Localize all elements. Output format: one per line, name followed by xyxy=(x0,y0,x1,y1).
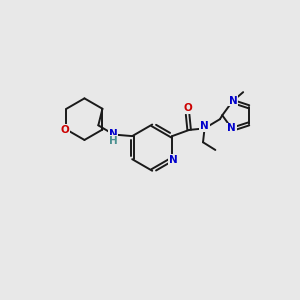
Text: N: N xyxy=(200,121,209,131)
Text: N: N xyxy=(109,129,117,139)
Text: O: O xyxy=(61,124,69,135)
Text: N: N xyxy=(169,155,177,165)
Text: N: N xyxy=(227,124,236,134)
Text: N: N xyxy=(229,96,238,106)
Text: H: H xyxy=(109,136,117,146)
Text: O: O xyxy=(183,103,192,113)
